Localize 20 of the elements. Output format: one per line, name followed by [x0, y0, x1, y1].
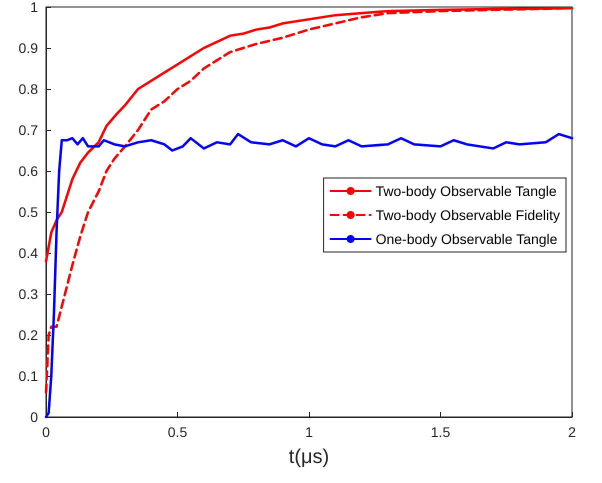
y-tick-label: 0.3: [18, 286, 38, 302]
legend-label: Two-body Observable Tangle: [376, 183, 557, 199]
x-tick-label: 0: [42, 424, 50, 440]
y-tick-label: 1: [30, 0, 38, 15]
y-tick-label: 0.9: [18, 40, 38, 56]
y-tick-label: 0.6: [18, 163, 38, 179]
y-tick-label: 0: [30, 409, 38, 425]
y-tick-label: 0.1: [18, 368, 38, 384]
legend-label: One-body Observable Tangle: [376, 231, 558, 247]
x-tick-label: 1.5: [430, 424, 450, 440]
y-tick-label: 0.7: [18, 122, 38, 138]
legend-label: Two-body Observable Fidelity: [376, 207, 560, 223]
x-tick-label: 1: [305, 424, 314, 440]
y-tick-label: 0.2: [18, 327, 38, 343]
y-tick-label: 0.8: [18, 81, 38, 97]
x-axis-title: t(μs): [288, 446, 330, 468]
x-tick-label: 2: [568, 424, 576, 440]
x-tick-label: 0.5: [168, 424, 188, 440]
y-tick-label: 0.4: [18, 245, 38, 261]
y-tick-label: 0.5: [18, 204, 38, 220]
